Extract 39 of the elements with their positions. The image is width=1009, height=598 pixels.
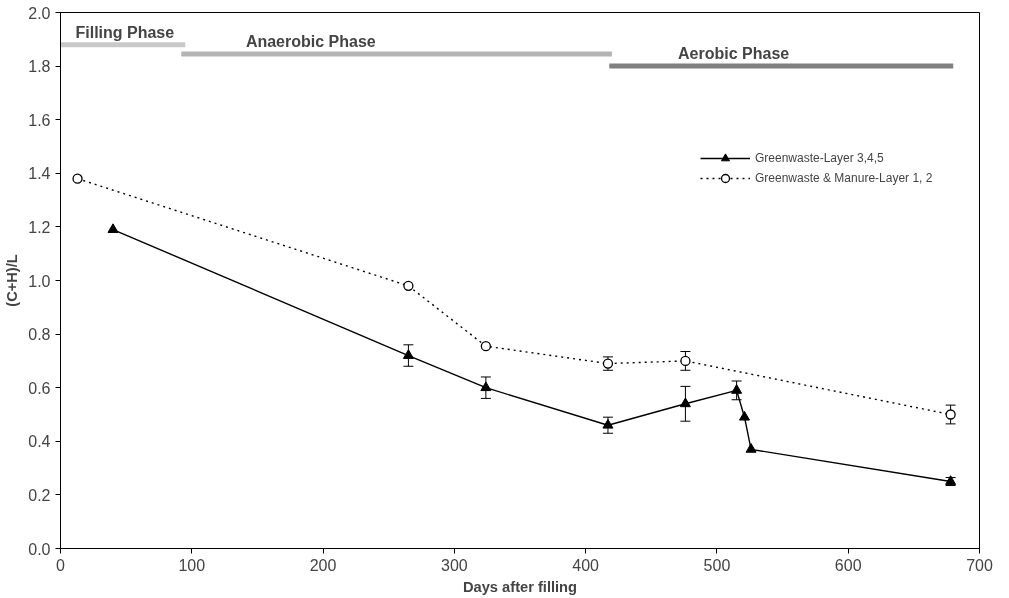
legend-label: Greenwaste & Manure-Layer 1, 2: [755, 171, 933, 185]
point: [107, 223, 119, 233]
y-tick-label: 1.4: [28, 165, 51, 183]
point: [403, 280, 414, 291]
x-tick-label: 500: [703, 556, 731, 574]
series-label: Anaerobic Phase: [245, 33, 376, 51]
series-label: Aerobic Phase: [678, 45, 790, 63]
x-tick-label: 400: [572, 556, 600, 574]
y-tick-label: 0.0: [28, 540, 51, 558]
y-tick-label: 0.8: [28, 326, 51, 344]
x-tick-label: 200: [309, 556, 337, 574]
x-tick-label: 700: [966, 556, 993, 574]
x-axis-title: Days after filling: [462, 578, 578, 595]
x-tick-label: 0: [56, 556, 66, 574]
point: [602, 418, 614, 429]
point: [745, 443, 757, 453]
y-tick-label: 2.0: [28, 4, 51, 22]
point: [72, 173, 83, 184]
y-tick-label: 1.6: [28, 111, 51, 129]
legend-label: Greenwaste-Layer 3,4,5: [755, 151, 884, 165]
x-tick-label: 300: [441, 556, 468, 574]
point: [731, 384, 743, 394]
y-tick-label: 1.0: [28, 272, 51, 290]
point: [739, 410, 750, 421]
x-tick-label: 100: [178, 556, 206, 574]
y-tick-label: 1.2: [28, 218, 51, 236]
y-tick-label: 0.4: [28, 433, 51, 451]
y-axis-title: (C+H)/L: [4, 254, 21, 307]
y-tick-label: 0.2: [28, 486, 51, 504]
point: [480, 381, 492, 392]
y-tick-label: 0.6: [28, 379, 51, 397]
y-tick-label: 1.8: [28, 58, 51, 76]
x-tick-label: 600: [834, 556, 862, 574]
point: [945, 409, 956, 420]
point: [480, 341, 492, 352]
point: [680, 355, 691, 367]
point: [679, 397, 691, 408]
series-label: Filling Phase: [75, 23, 175, 41]
point: [402, 349, 414, 359]
